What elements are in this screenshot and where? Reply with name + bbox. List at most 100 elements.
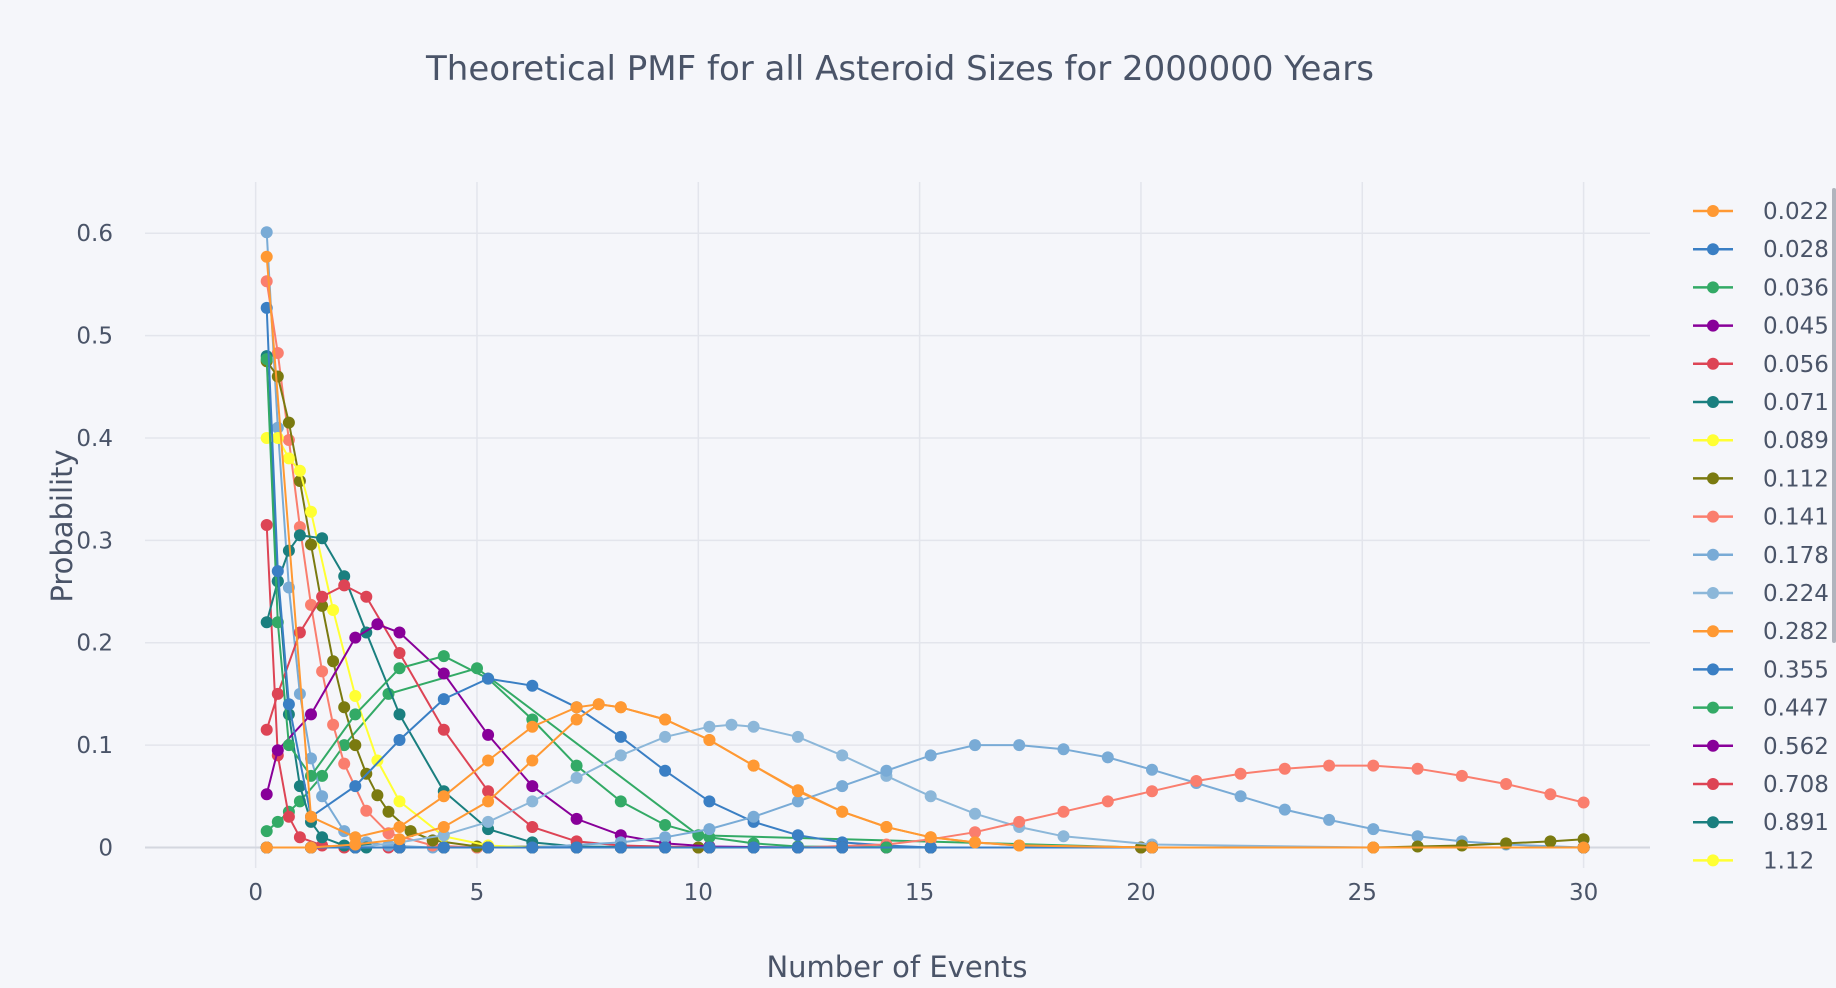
legend-swatch-marker [1707, 434, 1719, 447]
series-0.708[interactable] [260, 579, 1590, 854]
x-tick-label: 30 [1569, 880, 1598, 906]
y-tick-label: 0.5 [76, 324, 113, 350]
legend-item[interactable]: 0.708 [1693, 772, 1829, 798]
data-point [880, 764, 893, 777]
data-point [260, 250, 273, 263]
data-point [1057, 805, 1070, 818]
data-point [316, 769, 329, 782]
legend-item[interactable]: 0.089 [1693, 428, 1829, 454]
data-point [260, 226, 273, 239]
data-point [924, 790, 937, 803]
data-point [659, 819, 672, 831]
data-point [338, 757, 351, 770]
legend-item[interactable]: 0.056 [1693, 352, 1829, 378]
data-point [614, 841, 627, 854]
legend-item[interactable]: 0.036 [1693, 275, 1829, 301]
series-line [265, 524, 1584, 849]
legend-item[interactable]: 1.12 [1693, 848, 1814, 874]
data-point [293, 780, 306, 793]
data-point [1234, 767, 1247, 780]
data-point [316, 532, 329, 545]
series-0.355[interactable] [260, 301, 1590, 854]
y-tick-label: 0 [98, 836, 113, 862]
data-point [271, 421, 284, 434]
data-point [614, 701, 627, 714]
legend-item[interactable]: 0.141 [1693, 505, 1829, 531]
legend-scrollbar[interactable] [1832, 188, 1836, 643]
legend-swatch-marker [1707, 587, 1719, 599]
data-point [482, 815, 495, 828]
data-point [371, 789, 384, 802]
legend-label: 0.089 [1763, 428, 1829, 454]
data-point [1577, 796, 1590, 809]
legend-item[interactable]: 0.355 [1693, 657, 1829, 683]
data-point [659, 764, 672, 777]
legend-item[interactable]: 0.112 [1693, 466, 1829, 492]
legend-item[interactable]: 0.224 [1693, 581, 1829, 607]
legend-swatch-marker [1707, 816, 1719, 829]
grid-layer [145, 182, 1650, 868]
series-line [266, 723, 1584, 849]
data-point [1323, 813, 1336, 826]
series-0.447[interactable] [260, 353, 1590, 854]
series-line [265, 281, 1584, 849]
legend-swatch-marker [1707, 472, 1719, 485]
data-point [316, 590, 329, 603]
legend-item[interactable]: 0.045 [1693, 314, 1829, 340]
data-point [305, 538, 317, 551]
legend-item[interactable]: 0.447 [1693, 696, 1829, 722]
data-point [371, 754, 384, 767]
data-point [404, 825, 417, 838]
data-point [293, 529, 306, 542]
legend-label: 0.071 [1763, 390, 1829, 416]
series-0.022[interactable] [260, 698, 1590, 854]
data-point [349, 780, 362, 793]
data-point [437, 821, 450, 833]
legend-item[interactable]: 0.028 [1693, 237, 1829, 263]
data-point [349, 631, 362, 644]
data-point [338, 579, 351, 592]
data-point [393, 647, 406, 659]
data-point [271, 744, 284, 757]
data-point [1367, 759, 1380, 772]
data-point [293, 831, 306, 844]
legend-item[interactable]: 0.022 [1693, 199, 1829, 225]
legend-item[interactable]: 0.891 [1693, 810, 1829, 836]
data-point [725, 718, 738, 731]
series-0.224[interactable] [260, 718, 1590, 854]
x-tick-label: 25 [1348, 880, 1377, 906]
data-point [1367, 841, 1380, 854]
y-tick-label: 0.2 [76, 631, 113, 657]
data-point [271, 616, 284, 629]
data-point [305, 841, 317, 854]
data-point [703, 841, 716, 854]
data-point [836, 841, 849, 854]
data-point [437, 829, 450, 842]
data-point [880, 821, 893, 833]
legend-swatch-marker [1707, 357, 1719, 370]
data-point [924, 841, 937, 854]
series-0.282[interactable] [260, 250, 1590, 854]
legend: 0.022 0.028 0.036 0.045 0.056 0.071 0.089 0.112… [1693, 199, 1829, 874]
legend-item[interactable]: 0.562 [1693, 734, 1829, 760]
data-point [349, 739, 362, 752]
data-point [327, 604, 340, 616]
data-point [1146, 763, 1158, 776]
data-point [1577, 841, 1590, 854]
series-unlabeled-18[interactable] [260, 350, 1590, 854]
series-unlabeled-19[interactable] [260, 355, 1590, 854]
data-point [836, 780, 849, 793]
legend-swatch-marker [1707, 319, 1719, 332]
legend-item[interactable]: 0.282 [1693, 619, 1829, 645]
data-point [1234, 790, 1247, 803]
data-point [924, 749, 937, 762]
data-point [703, 734, 716, 746]
legend-label: 0.056 [1763, 352, 1829, 378]
legend-item[interactable]: 0.178 [1693, 543, 1829, 569]
legend-item[interactable]: 0.071 [1693, 390, 1829, 416]
legend-swatch-marker [1707, 243, 1719, 256]
series-unlabeled-22[interactable] [260, 519, 1590, 854]
data-point [747, 841, 760, 854]
legend-label: 0.447 [1763, 696, 1829, 722]
